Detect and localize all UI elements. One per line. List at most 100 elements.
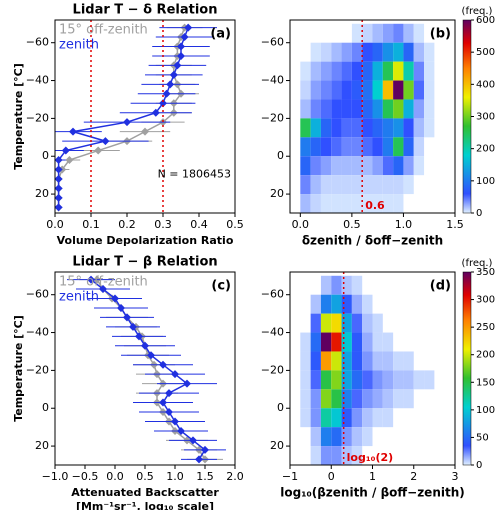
heat-cell [320, 294, 332, 314]
heat-cell [310, 99, 321, 119]
heat-cell [331, 80, 342, 100]
marker [65, 156, 74, 165]
heat-cell [382, 175, 394, 195]
heat-cell [300, 137, 311, 157]
heat-cell [320, 137, 332, 157]
heat-cell [310, 389, 321, 409]
heat-cell [341, 427, 352, 447]
heat-cell [320, 370, 332, 390]
y-tick-label: 0 [277, 401, 284, 414]
heat-cell [351, 294, 363, 314]
heat-cell [331, 156, 342, 176]
heat-cell [372, 80, 383, 100]
heat-cell [320, 389, 332, 409]
heat-cell [341, 294, 352, 314]
heat-cell [310, 42, 321, 62]
heat-cell [362, 294, 373, 314]
heat-cell [320, 156, 332, 176]
heat-cell [341, 175, 352, 195]
x-tick-label: 0.5 [226, 218, 244, 231]
heat-cell [320, 408, 332, 428]
heat-cell [310, 194, 321, 213]
colorbar-tick-label: 600 [476, 15, 495, 26]
heat-cell [300, 61, 311, 81]
marker [55, 184, 63, 193]
heat-cell [341, 389, 352, 409]
y-tick-label: 0 [42, 401, 49, 414]
heat-cell [310, 408, 321, 428]
heat-cell [362, 99, 373, 119]
marker [183, 379, 191, 388]
heat-cell [300, 118, 311, 138]
heat-cell [331, 99, 342, 119]
colorbar-tick-label: 250 [476, 322, 495, 333]
heat-cell [393, 389, 404, 409]
heat-cell [331, 408, 342, 428]
y-tick-label: 20 [270, 439, 284, 452]
marker [165, 389, 173, 398]
colorbar-tick-label: 300 [476, 295, 495, 306]
heat-cell [300, 389, 311, 409]
heat-cell [341, 351, 352, 371]
panel: Lidar T − δ Relation 0.0 0.1 0.2 0.3 0.4 0.5 −6… [12, 3, 244, 248]
heat-cell [320, 194, 332, 213]
colorbar-tick-label: 100 [476, 405, 495, 416]
heat-cell [331, 175, 342, 195]
marker [159, 360, 167, 369]
y-tick-label: 0 [277, 149, 284, 162]
marker [123, 118, 131, 127]
marker [171, 417, 179, 426]
heat-cell [382, 23, 394, 43]
heat-cell [382, 332, 394, 352]
plot-area [300, 275, 435, 465]
heat-cell [331, 42, 342, 62]
x-tick-label: 1.5 [446, 218, 464, 231]
annotation: (b) [430, 27, 451, 42]
heat-cell [341, 446, 352, 465]
heat-cell [372, 351, 383, 371]
heat-cell [382, 118, 394, 138]
heat-cell [403, 175, 414, 195]
heat-cell [362, 332, 373, 352]
heat-cell [341, 370, 352, 390]
heat-cell [372, 389, 383, 409]
heat-cell [382, 370, 394, 390]
heat-cell [362, 194, 373, 213]
x-tick-label: 0.5 [136, 470, 154, 483]
heat-cell [382, 194, 394, 213]
heat-cell [393, 99, 404, 119]
marker [177, 51, 185, 60]
marker [99, 285, 107, 294]
heat-cell [393, 351, 404, 371]
marker [171, 370, 179, 379]
x-tick-label: 0.0 [292, 218, 310, 231]
marker [55, 203, 63, 212]
heat-cell [403, 80, 414, 100]
heat-cell [320, 446, 332, 465]
heat-cell [424, 99, 435, 119]
marker [180, 33, 189, 42]
marker [61, 146, 70, 155]
x-tick-label: −1.0 [42, 470, 69, 483]
heat-cell [372, 175, 383, 195]
heat-cell [403, 137, 414, 157]
colorbar-tick-label: 0 [476, 208, 482, 219]
heat-cell [393, 80, 404, 100]
marker [166, 80, 175, 89]
x-tick-label: 0.5 [343, 218, 361, 231]
heat-cell [403, 42, 414, 62]
heat-cell [372, 118, 383, 138]
marker [111, 294, 119, 303]
heat-cell [351, 175, 363, 195]
heat-cell [310, 370, 321, 390]
heat-cell [351, 446, 363, 465]
heat-cell [351, 156, 363, 176]
heat-cell [413, 42, 425, 62]
panel: −1 0 1 2 3 −60 −40 −20 0 20 log₁₀(βzenith / βoff−z… [261, 258, 495, 500]
heat-cell [300, 156, 311, 176]
heat-cell [320, 99, 332, 119]
x-tick-label: 0.0 [46, 218, 64, 231]
marker [189, 436, 197, 445]
heat-cell [341, 332, 352, 352]
heat-cell [351, 332, 363, 352]
